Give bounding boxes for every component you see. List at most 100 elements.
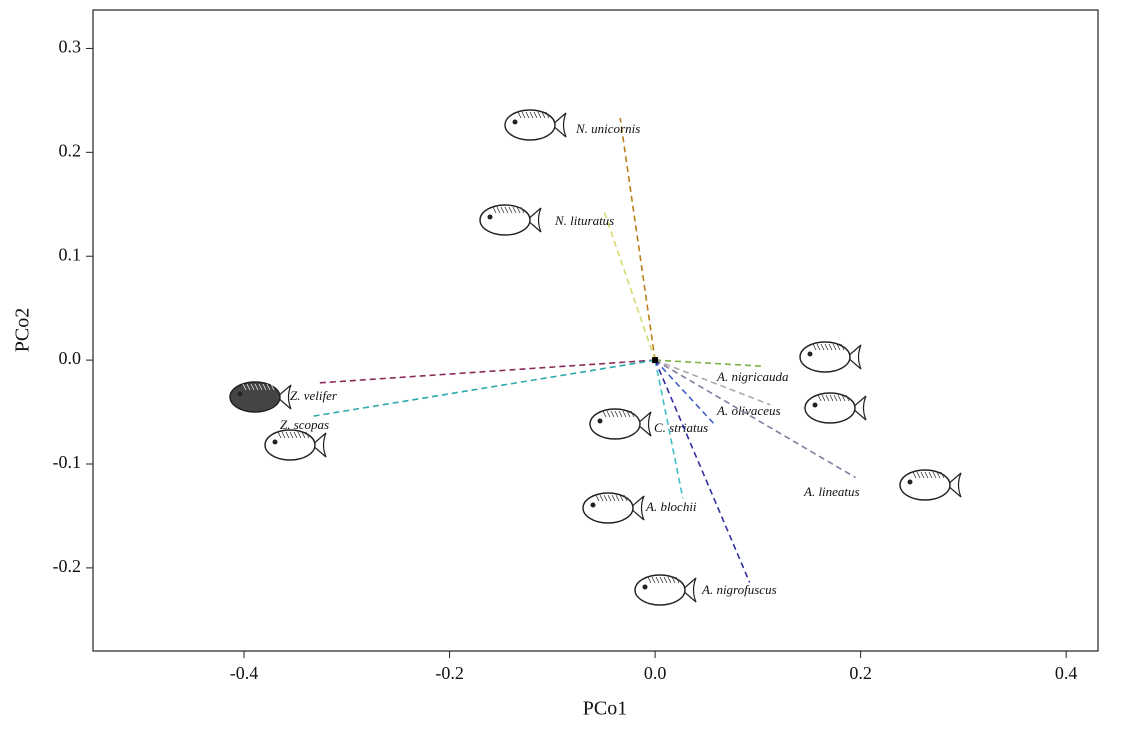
fish-stripe [820, 343, 825, 351]
fish-stripe [663, 576, 668, 584]
fish-body [264, 429, 316, 461]
spoke-line [654, 359, 856, 479]
fish-stripe [647, 576, 652, 584]
fish-stripe [545, 111, 550, 119]
fish-icon [229, 381, 292, 413]
x-tick-label: 0.2 [849, 663, 872, 683]
fish-stripe [595, 494, 600, 502]
fish-stripe [936, 471, 941, 479]
fish-stripe [533, 111, 538, 119]
fish-tail [629, 495, 645, 521]
y-axis-label: PCo2 [12, 308, 34, 352]
fish-stripe [833, 394, 838, 402]
fish-eye [642, 584, 648, 590]
fish-stripe [618, 410, 623, 418]
fish-stripe [254, 383, 259, 391]
fish-stripe [651, 576, 656, 584]
fish-tail [946, 472, 962, 498]
fish-stripe [266, 383, 271, 391]
fish-stripe [599, 494, 604, 502]
fish-stripe [521, 111, 526, 119]
spoke-line [312, 359, 656, 417]
fish-stripe [603, 494, 608, 502]
fish-stripe [246, 383, 251, 391]
plot-frame [92, 9, 1099, 652]
species-label: Z. velifer [290, 388, 338, 403]
fish-icon [264, 429, 327, 461]
fish-stripe [832, 343, 837, 351]
fish-eye [590, 502, 596, 508]
fish-stripe [626, 410, 631, 418]
fish-stripe [606, 410, 611, 418]
fish-stripe [614, 410, 619, 418]
fish-stripe [610, 410, 615, 418]
x-tick-label: -0.4 [230, 663, 259, 683]
x-axis-label: PCo1 [583, 698, 627, 720]
fish-stripe [836, 343, 841, 351]
fish-stripe [940, 471, 945, 479]
fish-stripe [529, 111, 534, 119]
fish-stripe [262, 383, 267, 391]
fish-body [229, 381, 281, 413]
species-label: N. unicornis [575, 121, 640, 136]
fish-eye [907, 479, 913, 485]
fish-stripe [492, 206, 497, 214]
fish-stripe [928, 471, 933, 479]
species-label: A. nigricauda [716, 369, 789, 384]
fish-stripe [517, 111, 522, 119]
fish-stripe [932, 471, 937, 479]
fish-stripe [525, 111, 530, 119]
fish-stripe [916, 471, 921, 479]
fish-stripe [816, 343, 821, 351]
fish-tail [276, 384, 292, 410]
fish-eye [597, 418, 603, 424]
species-label: A. olivaceus [716, 403, 781, 418]
species-label: A. blochii [645, 499, 697, 514]
fish-body [804, 392, 856, 424]
fish-stripe [821, 394, 826, 402]
fish-stripe [541, 111, 546, 119]
spoke-line [317, 359, 656, 384]
species-label: A. nigrofuscus [701, 582, 777, 597]
fish-stripe [655, 576, 660, 584]
fish-stripe [828, 343, 833, 351]
spoke-line [654, 359, 684, 499]
fish-eye [272, 439, 278, 445]
fish-stripe [607, 494, 612, 502]
fish-icon [799, 341, 862, 373]
fish-stripe [841, 394, 846, 402]
fish-body [504, 109, 556, 141]
spoke-line [654, 359, 716, 426]
fish-stripe [516, 206, 521, 214]
fish-eye [237, 391, 243, 397]
fish-stripe [675, 576, 680, 584]
fish-stripe [537, 111, 542, 119]
fish-stripe [520, 206, 525, 214]
fish-tail [526, 207, 542, 233]
spoke-line [654, 359, 751, 583]
fish-tail [311, 432, 327, 458]
fish-icon [582, 492, 645, 524]
fish-stripe [293, 431, 298, 439]
fish-stripe [512, 206, 517, 214]
fish-stripe [615, 494, 620, 502]
x-tick-label: 0.0 [644, 663, 667, 683]
y-tick-label: 0.1 [59, 244, 82, 264]
fish-stripe [829, 394, 834, 402]
fish-stripe [500, 206, 505, 214]
fish-body [634, 574, 686, 606]
fish-eye [812, 402, 818, 408]
fish-stripe [285, 431, 290, 439]
fish-stripe [250, 383, 255, 391]
fish-eye [512, 119, 518, 125]
fish-icon [899, 469, 962, 501]
fish-stripe [305, 431, 310, 439]
fish-body [589, 408, 641, 440]
fish-stripe [667, 576, 672, 584]
fish-stripe [508, 206, 513, 214]
y-tick-label: -0.2 [53, 556, 82, 576]
fish-stripe [924, 471, 929, 479]
fish-stripe [825, 394, 830, 402]
fish-stripe [619, 494, 624, 502]
